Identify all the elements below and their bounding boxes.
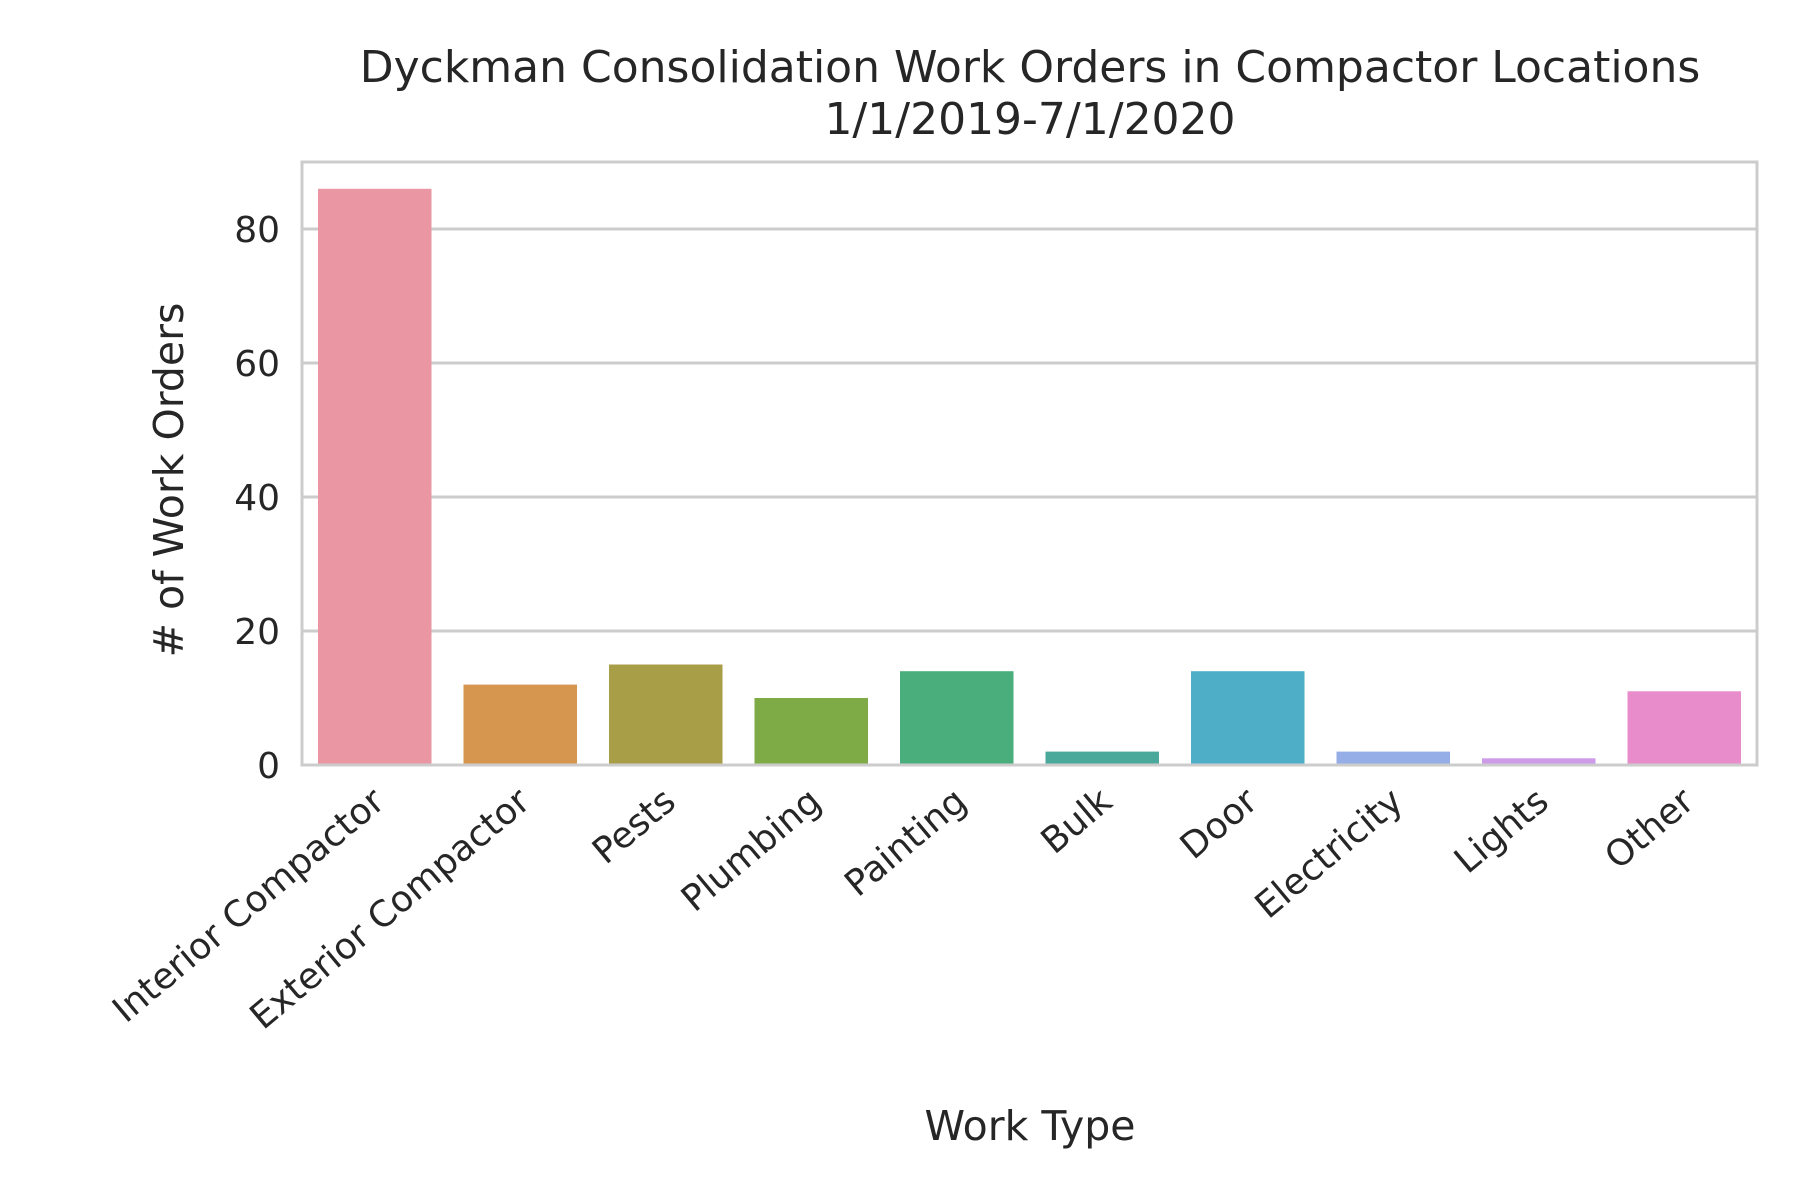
plot-frame <box>300 160 1759 767</box>
y-tick-label: 40 <box>234 478 280 519</box>
y-tick-label: 80 <box>234 210 280 251</box>
bar-plumbing <box>754 698 868 765</box>
y-tick-label: 20 <box>234 612 280 653</box>
chart-subtitle: 1/1/2019-7/1/2020 <box>824 94 1235 145</box>
bar-interior-compactor <box>318 188 432 766</box>
x-tick-label: Other <box>1597 780 1702 877</box>
y-tick-labels: 0 20 40 60 80 <box>234 210 280 787</box>
bar-painting <box>900 671 1014 765</box>
x-tick-label: Interior Compactor <box>105 780 392 1030</box>
bar-other <box>1627 691 1741 765</box>
x-tick-label: Pests <box>585 780 684 872</box>
x-tick-label: Lights <box>1447 780 1557 881</box>
bar-exterior-compactor <box>463 684 577 765</box>
y-tick-label: 0 <box>257 746 280 787</box>
x-tick-label: Exterior Compactor <box>243 780 539 1037</box>
bar-lights <box>1482 758 1596 765</box>
bars <box>318 188 1741 766</box>
x-tick-label: Door <box>1173 780 1266 867</box>
x-tick-label: Bulk <box>1034 780 1121 862</box>
x-tick-label: Electricity <box>1248 780 1411 926</box>
x-tick-label: Plumbing <box>674 780 829 919</box>
y-axis-label: # of Work Orders <box>145 303 193 658</box>
bar-door <box>1191 671 1305 765</box>
x-tick-label: Painting <box>837 780 974 904</box>
x-axis-label: Work Type <box>924 1102 1135 1150</box>
bar-electricity <box>1336 751 1450 765</box>
chart-title: Dyckman Consolidation Work Orders in Com… <box>360 42 1701 93</box>
bar-pests <box>609 664 723 765</box>
y-tick-label: 60 <box>234 344 280 385</box>
bar-bulk <box>1045 751 1159 765</box>
